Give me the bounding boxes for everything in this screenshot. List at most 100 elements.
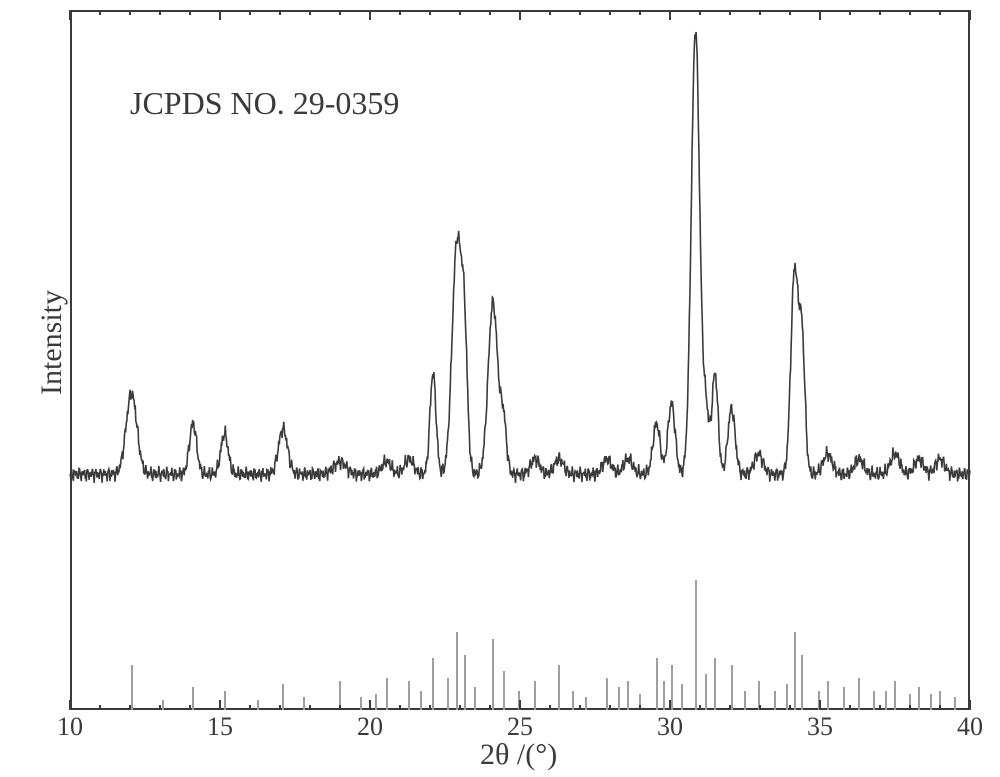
reference-stick <box>627 681 629 710</box>
reference-stick <box>131 665 133 711</box>
x-tick <box>909 705 911 710</box>
x-tick-label: 20 <box>357 712 383 742</box>
x-tick <box>399 10 401 15</box>
reference-stick <box>192 687 194 710</box>
reference-stick <box>731 665 733 711</box>
reference-stick <box>492 639 494 711</box>
x-tick <box>519 700 521 710</box>
reference-stick <box>474 687 476 710</box>
x-tick <box>879 705 881 710</box>
reference-stick <box>873 691 875 711</box>
reference-stick <box>801 655 803 710</box>
reference-stick <box>930 694 932 710</box>
x-tick <box>159 10 161 15</box>
x-tick <box>279 705 281 710</box>
x-tick <box>579 10 581 15</box>
x-tick <box>609 10 611 15</box>
reference-stick <box>503 671 505 710</box>
x-tick <box>579 705 581 710</box>
x-tick <box>429 705 431 710</box>
reference-stick <box>464 655 466 710</box>
x-tick <box>459 10 461 15</box>
reference-stick <box>954 697 956 710</box>
x-tick-label: 25 <box>507 712 533 742</box>
reference-stick <box>858 678 860 711</box>
reference-stick <box>572 691 574 711</box>
x-tick <box>129 10 131 15</box>
reference-stick <box>794 632 796 710</box>
x-tick <box>849 705 851 710</box>
x-tick <box>429 10 431 15</box>
x-tick <box>69 10 71 20</box>
x-tick <box>489 705 491 710</box>
reference-stick <box>663 681 665 710</box>
x-tick <box>459 705 461 710</box>
reference-stick <box>447 678 449 711</box>
reference-stick <box>918 687 920 710</box>
reference-stick <box>432 658 434 710</box>
x-tick <box>189 705 191 710</box>
reference-stick <box>224 691 226 711</box>
x-tick <box>249 10 251 15</box>
x-tick <box>819 10 821 20</box>
x-tick <box>909 10 911 15</box>
reference-stick <box>656 658 658 710</box>
reference-stick <box>774 691 776 711</box>
xrd-pattern-line <box>0 0 1000 777</box>
reference-stick <box>695 580 697 710</box>
x-tick <box>339 705 341 710</box>
reference-stick <box>375 694 377 710</box>
x-tick <box>639 10 641 15</box>
reference-stick <box>360 697 362 710</box>
x-tick <box>699 705 701 710</box>
reference-stick <box>786 684 788 710</box>
x-tick <box>789 705 791 710</box>
reference-stick <box>744 691 746 711</box>
reference-stick <box>558 665 560 711</box>
reference-stick <box>303 697 305 710</box>
x-tick <box>549 10 551 15</box>
reference-stick <box>257 700 259 710</box>
x-tick <box>969 700 971 710</box>
x-tick <box>549 705 551 710</box>
x-tick-label: 15 <box>207 712 233 742</box>
x-tick <box>819 700 821 710</box>
x-tick <box>159 705 161 710</box>
xrd-trace <box>70 32 970 483</box>
reference-stick <box>618 687 620 710</box>
x-tick <box>669 700 671 710</box>
x-tick <box>759 705 761 710</box>
x-tick <box>219 10 221 20</box>
x-tick <box>489 10 491 15</box>
x-tick <box>639 705 641 710</box>
x-tick <box>789 10 791 15</box>
reference-stick <box>843 687 845 710</box>
x-tick <box>729 705 731 710</box>
x-tick <box>699 10 701 15</box>
reference-stick <box>705 674 707 710</box>
reference-stick <box>585 697 587 710</box>
x-tick <box>69 700 71 710</box>
x-tick <box>219 700 221 710</box>
x-tick-label: 10 <box>57 712 83 742</box>
x-tick <box>309 10 311 15</box>
reference-stick <box>282 684 284 710</box>
reference-stick <box>386 678 388 711</box>
x-tick <box>609 705 611 710</box>
x-tick <box>849 10 851 15</box>
x-tick <box>399 705 401 710</box>
x-tick-label: 30 <box>657 712 683 742</box>
x-tick <box>189 10 191 15</box>
x-tick <box>369 10 371 20</box>
reference-stick <box>456 632 458 710</box>
reference-stick <box>681 684 683 710</box>
x-tick <box>249 705 251 710</box>
reference-stick <box>162 700 164 710</box>
x-tick <box>99 705 101 710</box>
x-tick <box>129 705 131 710</box>
reference-stick <box>606 678 608 711</box>
x-tick <box>729 10 731 15</box>
reference-stick <box>885 691 887 711</box>
x-tick <box>309 705 311 710</box>
reference-stick <box>894 681 896 710</box>
